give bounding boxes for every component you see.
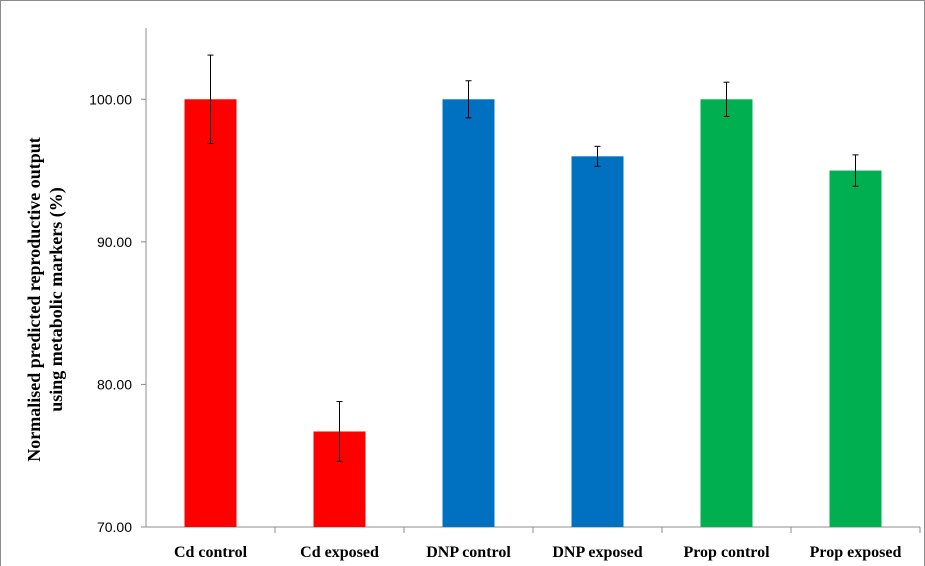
x-tick-label: Prop control xyxy=(683,544,770,561)
y-axis-label: Normalised predicted reproductive output… xyxy=(24,137,67,462)
bar-4 xyxy=(571,156,624,528)
bar-5 xyxy=(700,99,753,528)
y-tick-label: 100.00 xyxy=(89,91,132,107)
y-tick-label: 90.00 xyxy=(97,234,132,250)
x-tick-labels: Cd control Cd exposed DNP control DNP expos… xyxy=(174,544,901,561)
x-tick-label: Prop exposed xyxy=(810,544,902,561)
x-tick-label: Cd exposed xyxy=(300,544,379,561)
x-axis xyxy=(146,526,921,533)
y-axis-label-line1: Normalised predicted reproductive output xyxy=(24,137,44,462)
x-tick-label: Cd control xyxy=(174,544,248,561)
x-tick-label: DNP control xyxy=(426,544,511,561)
x-tick-label: DNP exposed xyxy=(552,544,642,561)
bar-6 xyxy=(829,170,882,528)
y-tick-label: 80.00 xyxy=(97,376,132,392)
bar-3 xyxy=(442,99,495,528)
y-axis: 70.00 80.00 90.00 100.00 xyxy=(89,28,147,535)
error-bars xyxy=(207,54,859,462)
y-tick-label: 70.00 xyxy=(97,519,132,535)
y-axis-label-line2: using metabolic markers (%) xyxy=(46,187,67,411)
bar-1 xyxy=(184,99,237,528)
bars xyxy=(184,99,882,528)
